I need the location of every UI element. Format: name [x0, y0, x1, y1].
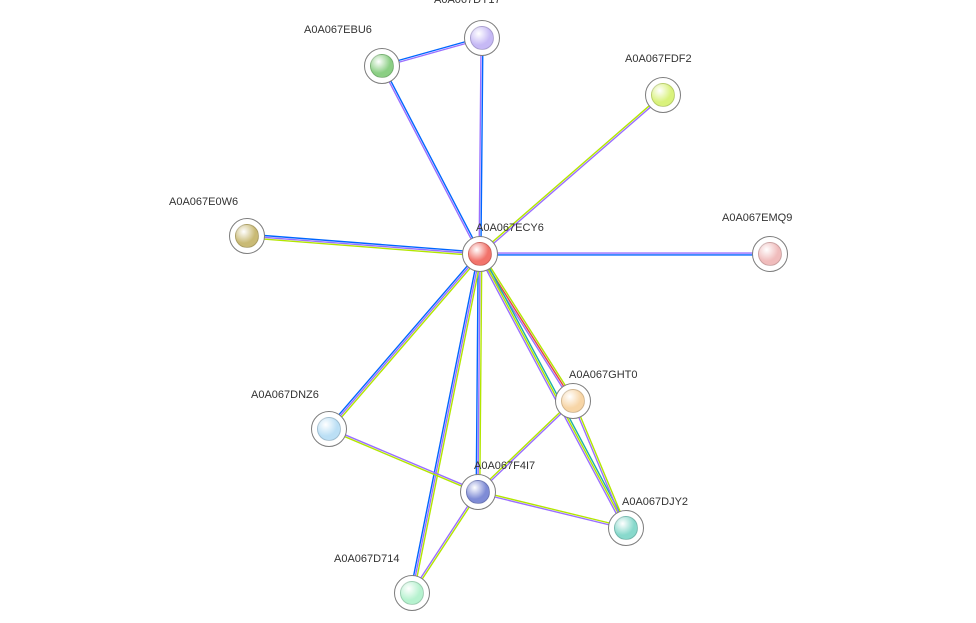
edge-ECY6-DNZ6 — [328, 253, 479, 428]
edge-ECY6-EBU6 — [381, 66, 479, 254]
edge-F4I7-DJY2 — [478, 493, 626, 529]
node-EBU6[interactable]: A0A067EBU6 — [364, 48, 400, 84]
node-label: A0A067ECY6 — [476, 222, 544, 234]
edge-ECY6-GHT0 — [480, 254, 573, 401]
edge-ECY6-F4I7 — [478, 254, 480, 492]
node-outer-circle — [752, 236, 788, 272]
node-label: A0A067DNZ6 — [251, 389, 319, 401]
node-label: A0A067FDF2 — [625, 53, 692, 65]
node-inner-circle — [466, 480, 490, 504]
node-DY17[interactable]: A0A067DY17 — [464, 20, 500, 56]
node-outer-circle — [555, 383, 591, 419]
node-inner-circle — [370, 54, 394, 78]
node-label: A0A067GHT0 — [569, 369, 637, 381]
node-inner-circle — [561, 389, 585, 413]
node-label: A0A067EMQ9 — [722, 212, 792, 224]
node-GHT0[interactable]: A0A067GHT0 — [555, 383, 591, 419]
edge-GHT0-DJY2 — [574, 401, 627, 528]
node-outer-circle — [464, 20, 500, 56]
edge-ECY6-DJY2 — [478, 255, 624, 529]
edge-ECY6-D714 — [412, 254, 480, 593]
edge-ECY6-D714 — [414, 254, 482, 593]
node-label: A0A067F4I7 — [474, 460, 535, 472]
node-DJY2[interactable]: A0A067DJY2 — [608, 510, 644, 546]
edge-ECY6-GHT0 — [478, 255, 571, 402]
node-label: A0A067EBU6 — [304, 24, 372, 36]
edge-F4I7-DNZ6 — [329, 430, 478, 493]
node-outer-circle — [229, 218, 265, 254]
node-F4I7[interactable]: A0A067F4I7 — [460, 474, 496, 510]
node-label: A0A067DY17 — [434, 0, 501, 6]
node-outer-circle — [311, 411, 347, 447]
node-inner-circle — [758, 242, 782, 266]
node-outer-circle — [608, 510, 644, 546]
node-EMQ9[interactable]: A0A067EMQ9 — [752, 236, 788, 272]
edge-ECY6-E0W6 — [247, 238, 480, 256]
edge-ECY6-GHT0 — [482, 253, 575, 400]
edge-ECY6-E0W6 — [247, 236, 480, 254]
node-D714[interactable]: A0A067D714 — [394, 575, 430, 611]
edge-ECY6-DJY2 — [480, 254, 626, 528]
edge-ECY6-DNZ6 — [330, 255, 481, 430]
node-outer-circle — [394, 575, 430, 611]
node-inner-circle — [468, 242, 492, 266]
node-outer-circle — [645, 77, 681, 113]
edge-ECY6-F4I7 — [476, 254, 478, 492]
node-label: A0A067E0W6 — [169, 196, 238, 208]
node-outer-circle — [460, 474, 496, 510]
edges-layer — [0, 0, 976, 623]
node-FDF2[interactable]: A0A067FDF2 — [645, 77, 681, 113]
node-inner-circle — [317, 417, 341, 441]
node-ECY6[interactable]: A0A067ECY6 — [462, 236, 498, 272]
network-canvas: A0A067ECY6 A0A067DY17 A0A067EBU6 A0A067FDF2… — [0, 0, 976, 623]
node-DNZ6[interactable]: A0A067DNZ6 — [311, 411, 347, 447]
edge-ECY6-E0W6 — [247, 234, 480, 252]
node-E0W6[interactable]: A0A067E0W6 — [229, 218, 265, 254]
node-inner-circle — [614, 516, 638, 540]
node-inner-circle — [235, 224, 259, 248]
node-inner-circle — [651, 83, 675, 107]
node-inner-circle — [470, 26, 494, 50]
edge-F4I7-DNZ6 — [329, 428, 478, 491]
node-label: A0A067D714 — [334, 553, 399, 565]
edge-F4I7-DJY2 — [478, 491, 626, 527]
edge-ECY6-EBU6 — [383, 66, 481, 254]
node-inner-circle — [400, 581, 424, 605]
node-outer-circle — [364, 48, 400, 84]
node-outer-circle — [462, 236, 498, 272]
node-label: A0A067DJY2 — [622, 496, 688, 508]
edge-ECY6-F4I7 — [480, 254, 482, 492]
edge-ECY6-DNZ6 — [329, 254, 480, 429]
edge-ECY6-D714 — [410, 254, 478, 593]
